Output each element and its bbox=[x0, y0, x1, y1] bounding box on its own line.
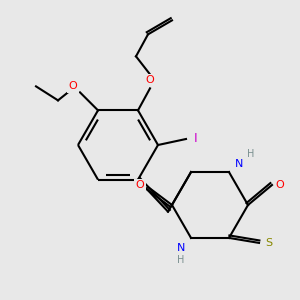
Text: O: O bbox=[69, 81, 77, 92]
Text: O: O bbox=[136, 180, 144, 190]
Text: N: N bbox=[235, 159, 243, 169]
Text: H: H bbox=[177, 255, 185, 265]
Text: I: I bbox=[194, 133, 198, 146]
Text: N: N bbox=[177, 243, 185, 253]
Text: O: O bbox=[276, 180, 284, 190]
Text: H: H bbox=[247, 149, 255, 159]
Text: S: S bbox=[266, 238, 273, 248]
Text: O: O bbox=[146, 75, 154, 85]
